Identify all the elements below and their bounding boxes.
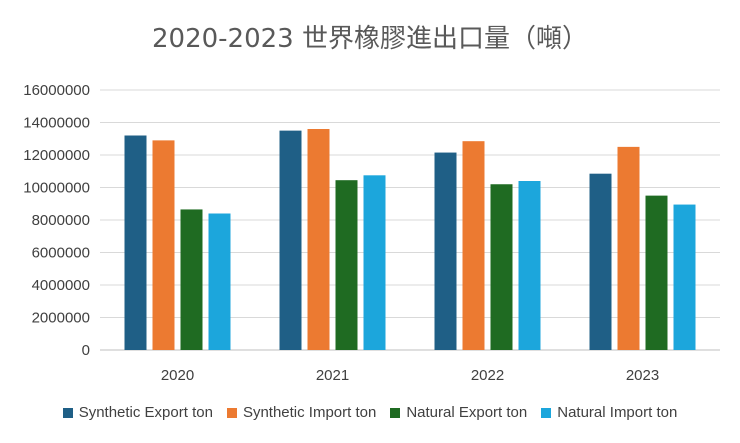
legend-item: Synthetic Export ton bbox=[62, 404, 213, 421]
bar-2020-natural-export-ton bbox=[180, 209, 203, 350]
y-tick-label: 8000000 bbox=[32, 212, 90, 229]
y-tick-label: 6000000 bbox=[32, 245, 90, 262]
bar-2021-synthetic-export-ton bbox=[279, 130, 302, 350]
y-tick-label: 4000000 bbox=[32, 277, 90, 294]
bar-2022-natural-export-ton bbox=[490, 184, 513, 350]
bar-2022-natural-import-ton bbox=[518, 181, 541, 350]
chart-title: 2020-2023 世界橡膠進出口量（噸） bbox=[152, 24, 588, 54]
y-tick-label: 2000000 bbox=[32, 310, 90, 327]
y-tick-label: 12000000 bbox=[23, 147, 90, 164]
bars bbox=[124, 129, 696, 350]
legend: Synthetic Export ton Synthetic Import ton… bbox=[0, 404, 740, 421]
y-axis-ticks: 0 2000000 4000000 6000000 8000000 10000000 120… bbox=[23, 82, 90, 359]
gridlines bbox=[100, 89, 720, 351]
x-tick-label: 2023 bbox=[626, 367, 659, 384]
legend-label: Synthetic Export ton bbox=[78, 404, 213, 421]
bar-2023-natural-import-ton bbox=[673, 204, 696, 350]
y-tick-label: 14000000 bbox=[23, 115, 90, 132]
y-tick-label: 10000000 bbox=[23, 180, 90, 197]
bar-2023-synthetic-export-ton bbox=[589, 173, 612, 350]
bar-2023-synthetic-import-ton bbox=[617, 146, 640, 350]
y-tick-label: 0 bbox=[82, 342, 90, 359]
x-tick-label: 2021 bbox=[316, 367, 349, 384]
legend-label: Synthetic Import ton bbox=[242, 404, 377, 421]
legend-swatch bbox=[226, 407, 237, 418]
bar-2022-synthetic-import-ton bbox=[462, 141, 485, 350]
x-tick-label: 2020 bbox=[161, 367, 194, 384]
bar-2020-synthetic-import-ton bbox=[152, 140, 175, 350]
y-tick-label: 16000000 bbox=[23, 82, 90, 99]
x-tick-label: 2022 bbox=[471, 367, 504, 384]
legend-swatch bbox=[62, 407, 73, 418]
legend-item: Natural Import ton bbox=[541, 404, 677, 421]
bar-2020-natural-import-ton bbox=[208, 213, 231, 350]
legend-swatch bbox=[390, 407, 401, 418]
bar-2021-natural-import-ton bbox=[363, 175, 386, 350]
bar-2021-natural-export-ton bbox=[335, 180, 358, 350]
bar-2020-synthetic-export-ton bbox=[124, 135, 147, 350]
legend-label: Natural Export ton bbox=[406, 404, 528, 421]
legend-item: Natural Export ton bbox=[390, 404, 527, 421]
x-axis-ticks: 2020 2021 2022 2023 bbox=[161, 367, 659, 384]
bar-2023-natural-export-ton bbox=[645, 195, 668, 350]
bar-2021-synthetic-import-ton bbox=[307, 129, 330, 350]
bar-2022-synthetic-export-ton bbox=[434, 152, 457, 350]
legend-label: Natural Import ton bbox=[557, 404, 678, 421]
legend-item: Synthetic Import ton bbox=[226, 404, 377, 421]
legend-swatch bbox=[541, 407, 552, 418]
